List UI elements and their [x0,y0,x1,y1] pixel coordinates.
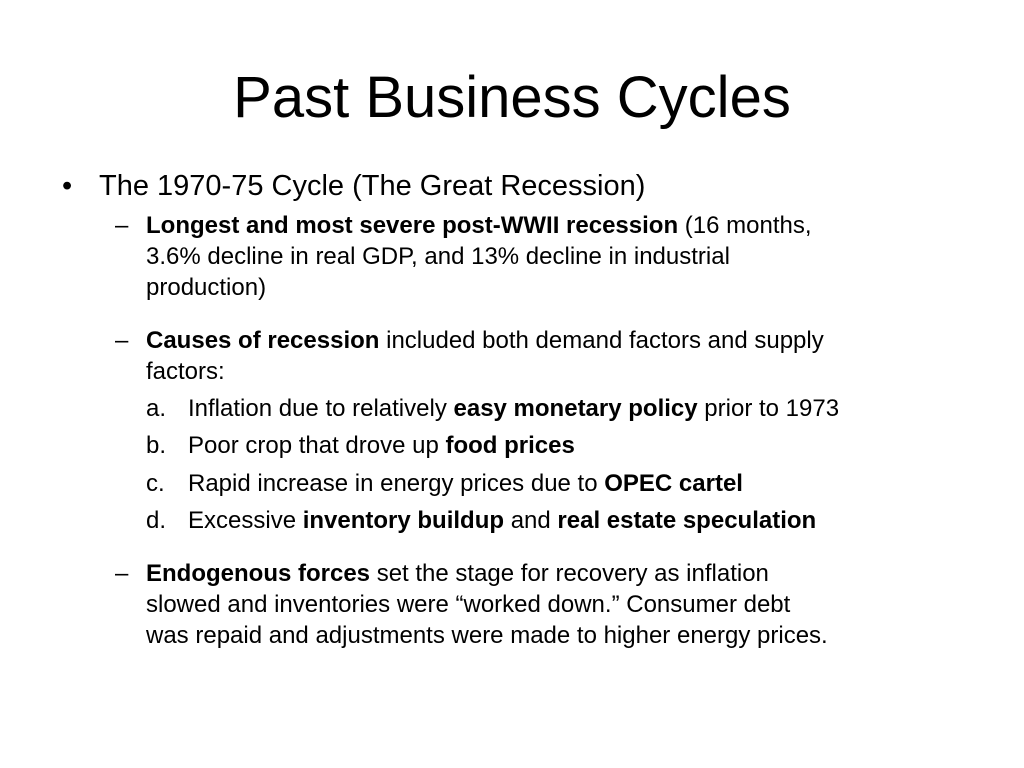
item-letter: b. [146,432,167,459]
sub-point-line: Endogenous forces set the stage for reco… [146,558,976,589]
plain-text: Inflation due to relatively [188,395,454,422]
emphasis-text: easy monetary policy [453,395,698,422]
sub-point-line: slowed and inventories were “worked down… [146,591,791,618]
cause-item-c: c. Rapid increase in energy prices due to… [146,468,743,499]
emphasis-text: Longest and most severe post-WWII recess… [146,212,679,239]
sub-point-text: Longest and most severe post-WWII recess… [146,210,976,303]
emphasis-text: OPEC cartel [604,470,743,497]
sub-point-line: was repaid and adjustments were made to … [146,622,828,649]
emphasis-text: inventory buildup [302,507,505,534]
cause-item-b: b. Poor crop that drove up food prices [146,430,575,461]
sub-point-line: Longest and most severe post-WWII recess… [146,210,976,241]
dash-marker: – [115,212,129,239]
sub-point-line: Causes of recession included both demand… [146,325,976,356]
plain-text: Rapid increase in energy prices due to [188,470,605,497]
sub-point-line: factors: [146,358,225,385]
bullet-text: The 1970-75 Cycle (The Great Recession) [99,170,646,202]
dash-marker: – [115,327,129,354]
cause-item-a: a. Inflation due to relatively easy monet… [146,393,839,424]
plain-text: Poor crop that drove up [188,432,446,459]
emphasis-text: food prices [445,432,575,459]
cause-item-d: d. Excessive inventory buildup and real e… [146,505,816,536]
item-letter: a. [146,395,167,422]
plain-text: prior to 1973 [697,395,840,422]
dash-marker: – [115,560,129,587]
sub-point-line: production) [146,274,267,301]
plain-text: set the stage for recovery as inflation [370,560,769,587]
plain-text: included both demand factors and supply [379,327,824,354]
emphasis-text: real estate speculation [557,507,817,534]
item-letter: c. [146,470,165,497]
sub-point-text: Endogenous forces set the stage for reco… [146,558,976,651]
plain-text: and [504,507,558,534]
item-letter: d. [146,507,167,534]
plain-text: Excessive [188,507,303,534]
sub-point-line: 3.6% decline in real GDP, and 13% declin… [146,243,730,270]
sub-point-text: Causes of recession included both demand… [146,325,976,387]
emphasis-text: Causes of recession [146,327,380,354]
slide-title: Past Business Cycles [233,65,791,130]
plain-text: (16 months, [678,212,812,239]
emphasis-text: Endogenous forces [146,560,371,587]
bullet-marker: • [62,170,73,202]
